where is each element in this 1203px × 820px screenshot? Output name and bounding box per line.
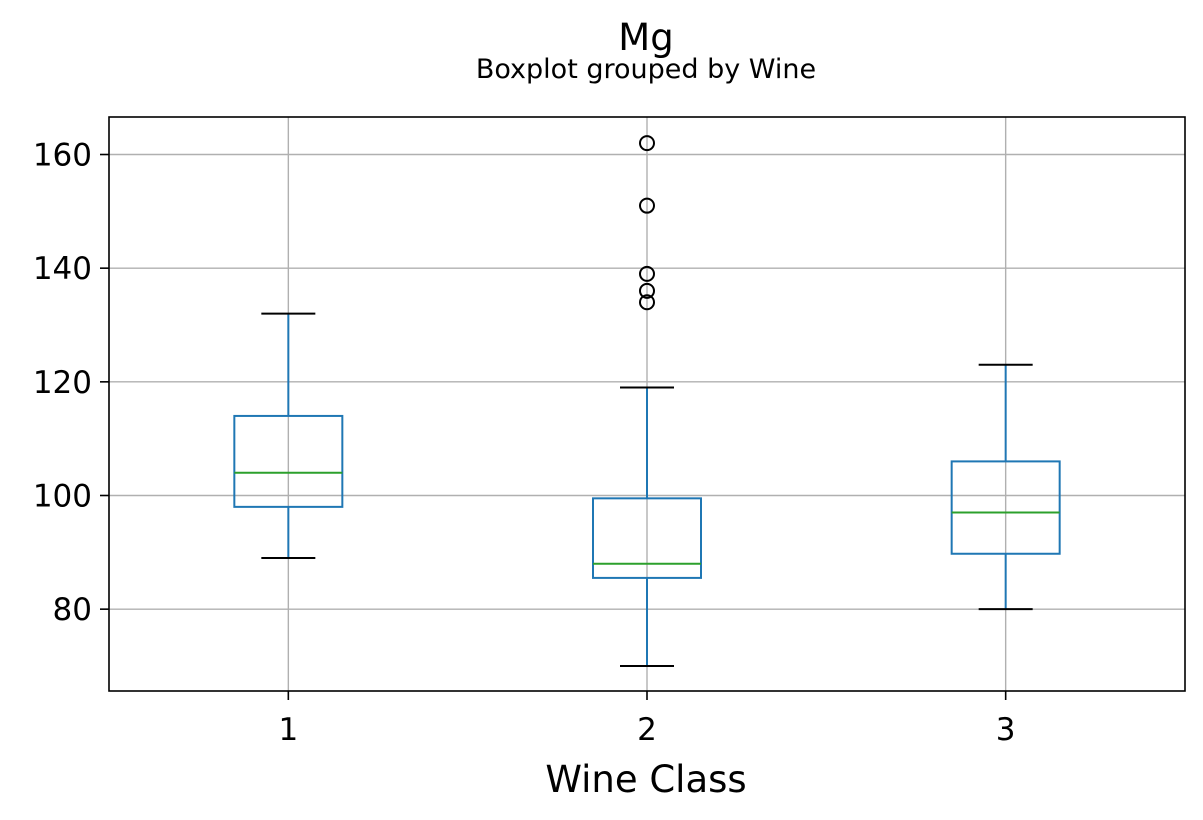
y-tick-label: 80 [53, 592, 92, 628]
y-tick-label: 160 [33, 138, 92, 174]
chart-title: Mg [618, 16, 673, 59]
outlier-point [639, 294, 655, 311]
iqr-box [950, 460, 1061, 555]
outlier-point [639, 282, 655, 299]
iqr-box [592, 497, 702, 579]
outlier-point [639, 197, 655, 214]
box-group-1 [233, 312, 344, 560]
y-tick-label: 140 [33, 251, 92, 287]
box-group-3 [950, 363, 1061, 611]
x-tick-label: 2 [637, 712, 657, 748]
box-group-2 [592, 135, 702, 667]
y-tick-label: 120 [33, 365, 92, 401]
boxes [233, 135, 1061, 667]
outlier-point [639, 135, 655, 152]
x-tick-label: 3 [996, 712, 1016, 748]
y-tick-label: 100 [33, 478, 92, 514]
chart-subtitle: Boxplot grouped by Wine [476, 54, 816, 85]
x-tick-label: 1 [278, 712, 298, 748]
outlier-point [639, 265, 655, 282]
x-axis-label: Wine Class [545, 758, 746, 801]
ticks: 80 100 120 140 160 1 2 3 [33, 138, 1016, 748]
iqr-box [233, 414, 344, 508]
